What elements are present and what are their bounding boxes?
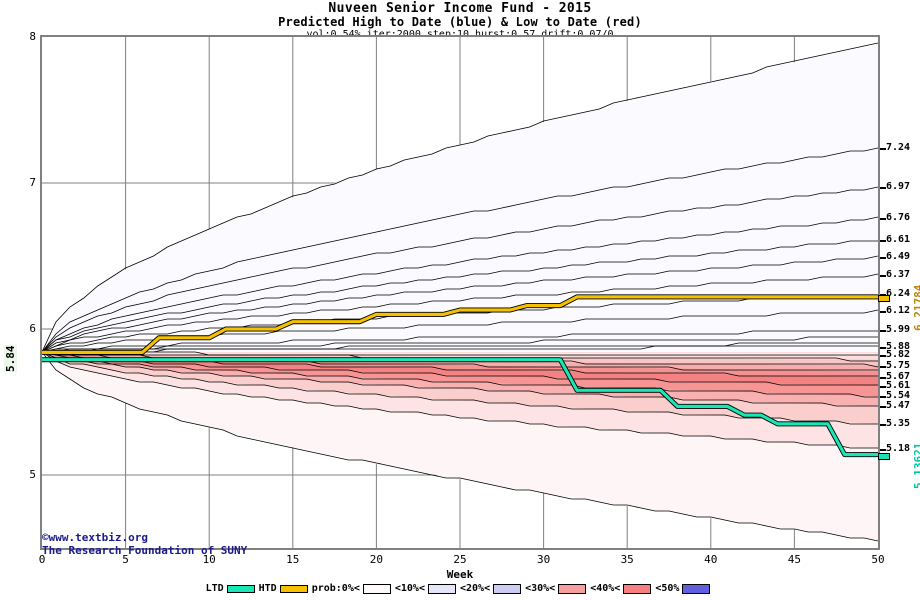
legend-label: <50% xyxy=(655,583,680,594)
legend-label: <10%< xyxy=(394,583,425,594)
legend-item-htd[interactable]: HTD xyxy=(259,583,308,594)
callout-htd: 6.21784 xyxy=(912,284,920,332)
credits: ©www.textbiz.org The Research Foundation… xyxy=(42,531,247,557)
x-tick-10: 10 xyxy=(202,553,216,566)
upper-probability-bands xyxy=(42,42,878,353)
right-tick xyxy=(880,257,886,260)
x-tick-40: 40 xyxy=(704,553,718,566)
x-tick-20: 20 xyxy=(369,553,384,566)
legend-label: <20%< xyxy=(459,583,491,594)
right-label-5.75: 5.75 xyxy=(886,359,911,371)
right-label-6.97: 6.97 xyxy=(886,181,911,193)
right-label-6.49: 6.49 xyxy=(886,251,911,263)
right-label-5.82: 5.82 xyxy=(886,349,911,361)
chart-params: vol:0.54% iter:2000 step:10 hurst:0.57 d… xyxy=(0,29,920,41)
credits-line-1: ©www.textbiz.org xyxy=(42,531,148,544)
plot-svg xyxy=(42,37,878,548)
callout-ltd: 5.13621 xyxy=(912,442,920,490)
right-tick xyxy=(880,385,886,388)
callout-chip-htd xyxy=(878,295,890,303)
legend-label: prob:0%< xyxy=(311,583,360,594)
legend-item-20[interactable]: <20%< xyxy=(459,583,522,594)
x-tick-50: 50 xyxy=(871,553,885,566)
legend-swatch xyxy=(558,583,587,594)
x-tick-0: 0 xyxy=(38,553,46,566)
legend-item-ltd[interactable]: LTD xyxy=(206,583,255,594)
right-label-5.99: 5.99 xyxy=(886,324,911,336)
series-ltd xyxy=(42,357,878,458)
right-label-7.24: 7.24 xyxy=(886,141,911,153)
x-tick-15: 15 xyxy=(286,553,300,566)
right-tick xyxy=(880,355,886,358)
title-block: Nuveen Senior Income Fund - 2015 Predict… xyxy=(0,2,920,41)
legend-item-30[interactable]: <30%< xyxy=(525,583,587,594)
current-price-marker: 5.84 xyxy=(4,345,17,373)
right-tick xyxy=(880,423,886,426)
x-tick-45: 45 xyxy=(787,553,802,566)
legend-label: <40%< xyxy=(590,583,621,594)
right-label-5.47: 5.47 xyxy=(886,400,911,412)
legend-item-prob0[interactable]: prob:0%< xyxy=(312,583,391,594)
right-tick xyxy=(880,346,886,349)
right-label-6.76: 6.76 xyxy=(886,212,911,224)
x-tick-5: 5 xyxy=(122,553,129,566)
x-tick-25: 25 xyxy=(453,553,467,566)
legend-label: LTD xyxy=(205,583,224,594)
chart-title: Nuveen Senior Income Fund - 2015 xyxy=(328,1,592,16)
y-tick-8: 8 xyxy=(29,30,36,43)
right-label-5.67: 5.67 xyxy=(886,371,911,383)
right-tick xyxy=(880,396,886,399)
callout-chip-ltd xyxy=(878,453,890,461)
legend-swatch xyxy=(623,583,652,594)
right-tick xyxy=(880,187,886,190)
right-tick xyxy=(880,330,886,333)
right-tick xyxy=(880,293,886,296)
legend-item-10[interactable]: <10%< xyxy=(395,583,456,594)
y-tick-6: 6 xyxy=(29,322,36,335)
y-tick-5: 5 xyxy=(29,468,36,481)
right-tick xyxy=(880,311,886,314)
right-label-6.24: 6.24 xyxy=(886,287,911,299)
legend-swatch xyxy=(279,584,308,593)
chart-subtitle: Predicted High to Date (blue) & Low to D… xyxy=(278,15,642,29)
plot-area xyxy=(40,35,880,550)
series-htd xyxy=(42,294,878,355)
right-label-5.35: 5.35 xyxy=(886,417,911,429)
right-label-6.61: 6.61 xyxy=(886,233,911,245)
legend-swatch xyxy=(226,584,255,593)
right-label-5.61: 5.61 xyxy=(886,379,911,391)
legend-swatch xyxy=(427,583,456,594)
legend-label: HTD xyxy=(258,583,277,594)
legend-swatch xyxy=(682,583,711,594)
credits-line-2: The Research Foundation of SUNY xyxy=(42,544,248,557)
right-label-5.88: 5.88 xyxy=(886,340,911,352)
right-tick xyxy=(880,239,886,242)
y-tick-7: 7 xyxy=(29,176,36,189)
legend-swatch xyxy=(362,583,391,594)
right-tick xyxy=(880,147,886,150)
right-tick xyxy=(880,448,886,451)
right-label-6.12: 6.12 xyxy=(886,305,911,317)
right-label-5.18: 5.18 xyxy=(886,442,911,454)
right-label-5.54: 5.54 xyxy=(886,390,911,402)
right-tick xyxy=(880,377,886,380)
x-tick-30: 30 xyxy=(536,553,551,566)
right-tick xyxy=(880,406,886,409)
right-label-6.37: 6.37 xyxy=(886,268,911,280)
right-tick xyxy=(880,274,886,277)
legend-item-40[interactable]: <40%< xyxy=(590,583,652,594)
chart-legend: LTD HTD prob:0%< <10%< <20%< <30%< <40%< <50% xyxy=(0,583,920,594)
legend-item-50[interactable]: <50% xyxy=(655,583,711,594)
right-tick xyxy=(880,365,886,368)
legend-swatch xyxy=(493,583,522,594)
legend-label: <30%< xyxy=(525,583,556,594)
right-tick xyxy=(880,218,886,221)
x-tick-35: 35 xyxy=(620,553,634,566)
x-axis-title: Week xyxy=(446,568,474,581)
